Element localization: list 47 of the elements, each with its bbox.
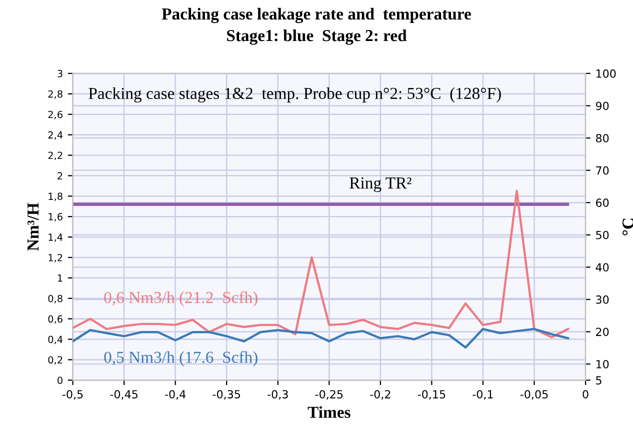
y2-tick-label: 90 [596, 102, 609, 110]
y2-tick-label: 40 [596, 263, 609, 272]
x-tick-label: -0,05 [520, 390, 548, 400]
y2-tick-label: 10 [596, 360, 609, 368]
y2-tick-label: 30 [596, 295, 609, 304]
y-tick-label: 1,8 [48, 192, 62, 201]
y-tick-label: 1,4 [48, 234, 63, 242]
y2-tick-label: 5 [596, 376, 602, 385]
y2-tick-label: 70 [596, 166, 609, 175]
chart-title: Packing case leakage rate and temperature [162, 8, 471, 24]
x-tick-label: 0 [582, 390, 588, 398]
y-tick-label: 2 [58, 172, 62, 180]
y-tick-label: 2,8 [48, 90, 62, 99]
x-tick-label: -0,4 [165, 390, 186, 400]
y2-tick-label: 20 [596, 328, 609, 336]
y-tick-label: 0,6 [48, 315, 62, 324]
y-tick-label: 1 [58, 274, 62, 282]
x-tick-label: -0,45 [110, 390, 138, 400]
y-tick-label: 0,4 [48, 336, 63, 344]
x-tick-label: -0,1 [472, 390, 493, 400]
y2-tick-label: 80 [596, 134, 609, 142]
y-tick-label: 1,6 [48, 213, 62, 222]
annotation: Packing case stages 1&2 temp. Probe cup n°2: 53°C (128°F) [88, 87, 501, 102]
x-tick-label: -0,35 [212, 390, 240, 400]
y-tick-label: 1,2 [48, 254, 62, 262]
y2-tick-label: 50 [596, 230, 609, 240]
x-tick-label: -0,3 [268, 390, 288, 400]
y-tick-label: 0 [58, 376, 62, 384]
y-tick-label: 2,6 [48, 110, 62, 120]
y2-tick-label: 100 [596, 69, 616, 78]
y-tick-label: 2,2 [48, 152, 62, 160]
y2-tick-label: 60 [596, 198, 609, 207]
y-tick-label: 0,2 [48, 356, 62, 365]
line-series [72, 328, 570, 349]
annotation: 0,5 Nm3/h (17.6 Scfh) [104, 351, 258, 366]
chart-subtitle: Stage1: blue Stage 2: red [227, 29, 407, 45]
x-tick-label: -0,25 [315, 390, 343, 400]
x-axis-title: Times [308, 406, 350, 418]
y-axis-title: Nm³/H [28, 202, 39, 251]
y-tick-label: 0,8 [48, 294, 62, 304]
x-tick-label: -0,15 [418, 390, 446, 400]
x-tick-label: -0,5 [62, 390, 83, 400]
y-tick-label: 3 [58, 70, 62, 78]
ref-line-label: Ring TR² [350, 177, 412, 192]
y-tick-label: 2,4 [48, 131, 63, 140]
x-tick-label: -0,2 [370, 390, 390, 400]
annotation: 0,6 Nm3/h (21.2 Scfh) [104, 291, 258, 307]
